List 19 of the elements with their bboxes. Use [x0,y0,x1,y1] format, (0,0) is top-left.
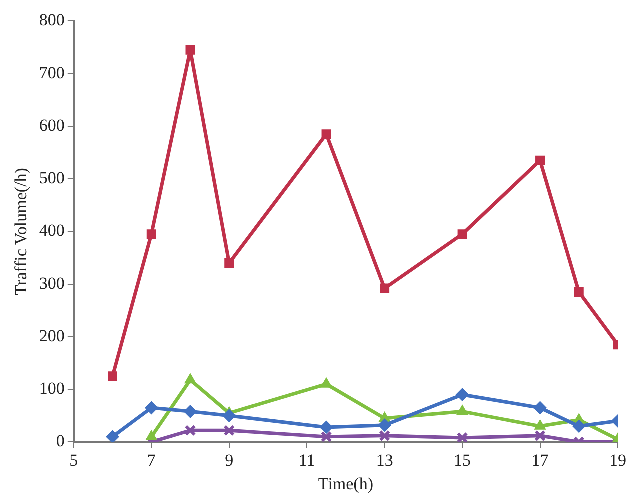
x-tick-label: 19 [610,450,626,470]
x-tick-label: 9 [225,450,234,470]
x-tick-label: 7 [147,450,156,470]
x-tick-label: 11 [298,450,316,470]
x-tick-label: 13 [376,450,394,470]
y-tick-label: 200 [39,326,65,346]
y-tick-label: 100 [39,379,65,398]
y-tick-label: 600 [39,116,65,135]
x-axis-title: Time(h) [318,474,374,494]
x-tick-label: 17 [532,450,550,470]
y-tick-label: 400 [39,221,65,240]
y-tick-label: 700 [39,63,65,82]
y-tick-label: 800 [39,10,65,30]
y-tick-label: 300 [39,274,65,293]
y-tick-label: 500 [39,168,65,188]
y-axis-title: Traffic Volume(/h) [12,168,31,296]
x-tick-label: 5 [70,450,78,470]
y-tick-label: 0 [56,432,65,451]
x-tick-label: 15 [454,450,472,470]
